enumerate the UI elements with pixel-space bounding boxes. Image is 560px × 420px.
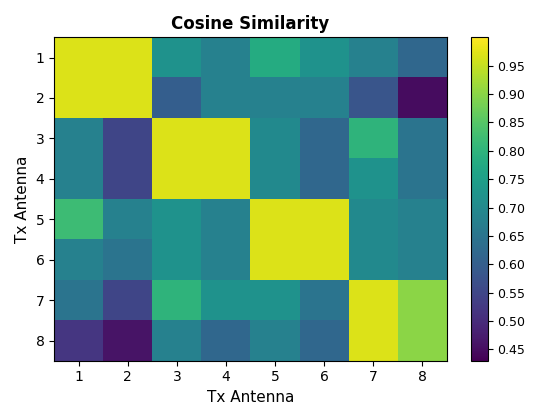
- X-axis label: Tx Antenna: Tx Antenna: [207, 390, 294, 405]
- Y-axis label: Tx Antenna: Tx Antenna: [15, 155, 30, 243]
- Title: Cosine Similarity: Cosine Similarity: [171, 15, 330, 33]
